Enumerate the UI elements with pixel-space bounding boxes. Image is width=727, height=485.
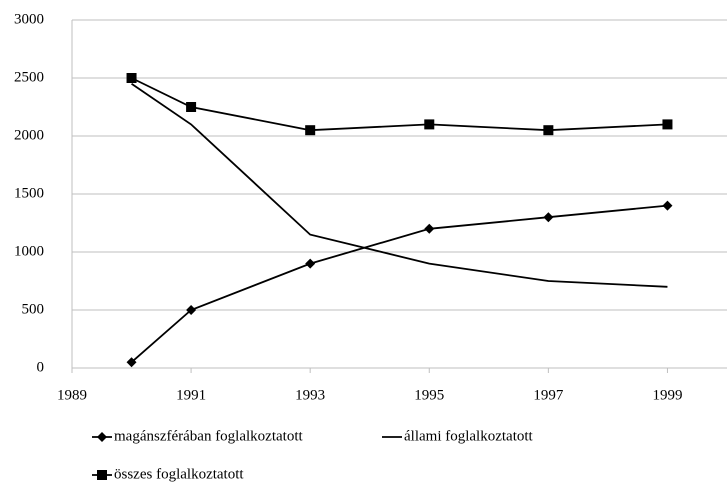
y-tick-label: 1500 <box>14 185 44 201</box>
diamond-marker <box>126 357 137 368</box>
square-marker <box>543 125 554 136</box>
y-tick-label: 2500 <box>14 69 44 85</box>
x-tick-label: 1995 <box>414 387 444 403</box>
y-tick-label: 500 <box>22 301 45 317</box>
diamond-marker <box>97 432 107 442</box>
square-marker <box>126 73 137 83</box>
diamond-marker <box>543 212 554 223</box>
y-tick-label: 1000 <box>14 243 44 259</box>
x-tick-label: 1993 <box>295 387 325 403</box>
y-tick-label: 3000 <box>14 11 44 27</box>
series-line <box>131 77 668 132</box>
legend-label: összes foglalkoztatott <box>114 466 244 482</box>
legend-label: állami foglalkoztatott <box>404 428 534 444</box>
square-marker <box>186 102 197 112</box>
x-tick-label: 1991 <box>176 387 206 403</box>
y-tick-label: 2000 <box>14 127 44 143</box>
x-tick-label: 1997 <box>533 387 564 403</box>
diamond-marker <box>424 223 435 234</box>
square-marker <box>424 119 435 130</box>
series-line <box>131 83 668 288</box>
diamond-marker <box>186 305 197 315</box>
square-marker <box>97 470 107 480</box>
x-tick-label: 1999 <box>652 387 682 403</box>
square-marker <box>305 125 316 136</box>
legend-label: magánszférában foglalkoztatott <box>114 428 303 444</box>
square-marker <box>662 119 673 130</box>
x-tick-label: 1989 <box>57 387 87 403</box>
y-tick-label: 0 <box>37 359 45 375</box>
series-line <box>130 204 668 363</box>
diamond-marker <box>662 200 673 211</box>
diamond-marker <box>305 258 316 269</box>
